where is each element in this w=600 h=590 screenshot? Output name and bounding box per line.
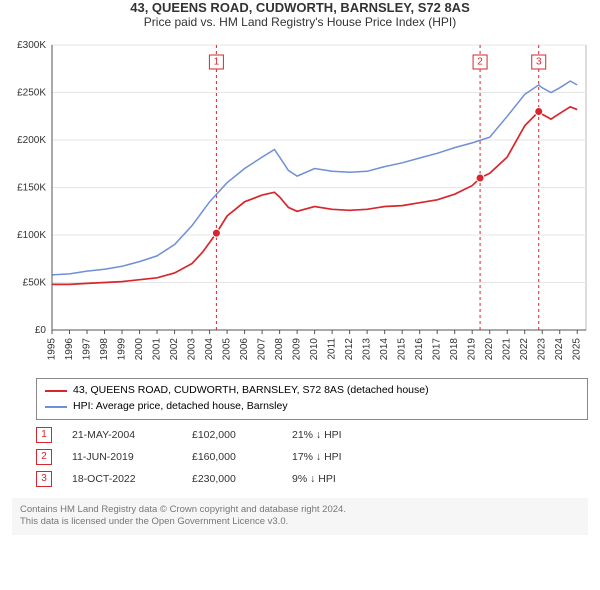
footer-line-1: Contains HM Land Registry data © Crown c… xyxy=(20,504,580,517)
svg-text:2: 2 xyxy=(477,57,483,68)
legend-item: HPI: Average price, detached house, Barn… xyxy=(45,399,579,415)
svg-text:2023: 2023 xyxy=(537,338,548,361)
marker-index: 2 xyxy=(36,449,52,465)
svg-text:2015: 2015 xyxy=(397,338,408,361)
svg-text:2009: 2009 xyxy=(292,338,303,361)
marker-row: 3 18-OCT-2022 £230,000 9% ↓ HPI xyxy=(36,468,588,490)
svg-text:2024: 2024 xyxy=(554,338,565,361)
marker-price: £102,000 xyxy=(192,429,272,441)
svg-text:£150K: £150K xyxy=(17,183,46,194)
svg-text:1996: 1996 xyxy=(64,338,75,361)
svg-text:1995: 1995 xyxy=(47,338,58,361)
svg-text:2011: 2011 xyxy=(327,338,338,360)
marker-row: 2 11-JUN-2019 £160,000 17% ↓ HPI xyxy=(36,446,588,468)
marker-index: 1 xyxy=(36,427,52,443)
svg-text:3: 3 xyxy=(536,57,542,68)
svg-text:2006: 2006 xyxy=(239,338,250,361)
svg-text:£0: £0 xyxy=(35,325,47,336)
svg-text:2004: 2004 xyxy=(204,338,215,361)
svg-text:2017: 2017 xyxy=(432,338,443,361)
legend: 43, QUEENS ROAD, CUDWORTH, BARNSLEY, S72… xyxy=(36,378,588,420)
svg-text:2001: 2001 xyxy=(152,338,163,361)
svg-text:2016: 2016 xyxy=(414,338,425,361)
price-chart: £0 £50K £100K £150K £200K £250K £300K 1995 1996 1… xyxy=(6,35,591,370)
marker-price: £160,000 xyxy=(192,451,272,463)
svg-text:£200K: £200K xyxy=(17,135,46,146)
marker-index: 3 xyxy=(36,471,52,487)
svg-text:2005: 2005 xyxy=(222,338,233,361)
marker-date: 21-MAY-2004 xyxy=(72,429,172,441)
svg-text:2018: 2018 xyxy=(449,338,460,361)
svg-text:1999: 1999 xyxy=(117,338,128,361)
svg-text:1997: 1997 xyxy=(82,338,93,361)
marker-date: 11-JUN-2019 xyxy=(72,451,172,463)
footer-line-2: This data is licensed under the Open Gov… xyxy=(20,516,580,529)
marker-row: 1 21-MAY-2004 £102,000 21% ↓ HPI xyxy=(36,424,588,446)
svg-text:2025: 2025 xyxy=(572,338,583,361)
svg-text:2013: 2013 xyxy=(362,338,373,361)
svg-text:2007: 2007 xyxy=(257,338,268,361)
svg-text:£300K: £300K xyxy=(17,40,46,51)
legend-label: 43, QUEENS ROAD, CUDWORTH, BARNSLEY, S72… xyxy=(73,383,429,399)
markers-table: 1 21-MAY-2004 £102,000 21% ↓ HPI 2 11-JUN-201… xyxy=(36,424,588,490)
svg-text:2020: 2020 xyxy=(484,338,495,361)
svg-text:2022: 2022 xyxy=(519,338,530,361)
svg-text:£250K: £250K xyxy=(17,88,46,99)
page-title: 43, QUEENS ROAD, CUDWORTH, BARNSLEY, S72… xyxy=(0,0,600,15)
marker-hpi: 21% ↓ HPI xyxy=(292,429,392,441)
svg-text:1: 1 xyxy=(214,57,220,68)
svg-text:£100K: £100K xyxy=(17,230,46,241)
svg-text:£50K: £50K xyxy=(23,278,47,289)
marker-hpi: 17% ↓ HPI xyxy=(292,451,392,463)
svg-text:1998: 1998 xyxy=(99,338,110,361)
svg-text:2019: 2019 xyxy=(467,338,478,361)
svg-text:2003: 2003 xyxy=(187,338,198,361)
svg-text:2014: 2014 xyxy=(379,338,390,361)
svg-text:2002: 2002 xyxy=(169,338,180,361)
svg-text:2010: 2010 xyxy=(309,338,320,361)
marker-date: 18-OCT-2022 xyxy=(72,473,172,485)
svg-text:2008: 2008 xyxy=(274,338,285,361)
legend-swatch xyxy=(45,406,67,408)
legend-item: 43, QUEENS ROAD, CUDWORTH, BARNSLEY, S72… xyxy=(45,383,579,399)
chart-container: £0 £50K £100K £150K £200K £250K £300K 1995 1996 1… xyxy=(6,35,594,370)
marker-price: £230,000 xyxy=(192,473,272,485)
attribution-footer: Contains HM Land Registry data © Crown c… xyxy=(12,498,588,536)
marker-hpi: 9% ↓ HPI xyxy=(292,473,392,485)
legend-label: HPI: Average price, detached house, Barn… xyxy=(73,399,288,415)
legend-swatch xyxy=(45,390,67,392)
svg-text:2021: 2021 xyxy=(502,338,513,361)
svg-text:2000: 2000 xyxy=(134,338,145,361)
svg-text:2012: 2012 xyxy=(344,338,355,361)
page-subtitle: Price paid vs. HM Land Registry's House … xyxy=(0,15,600,29)
